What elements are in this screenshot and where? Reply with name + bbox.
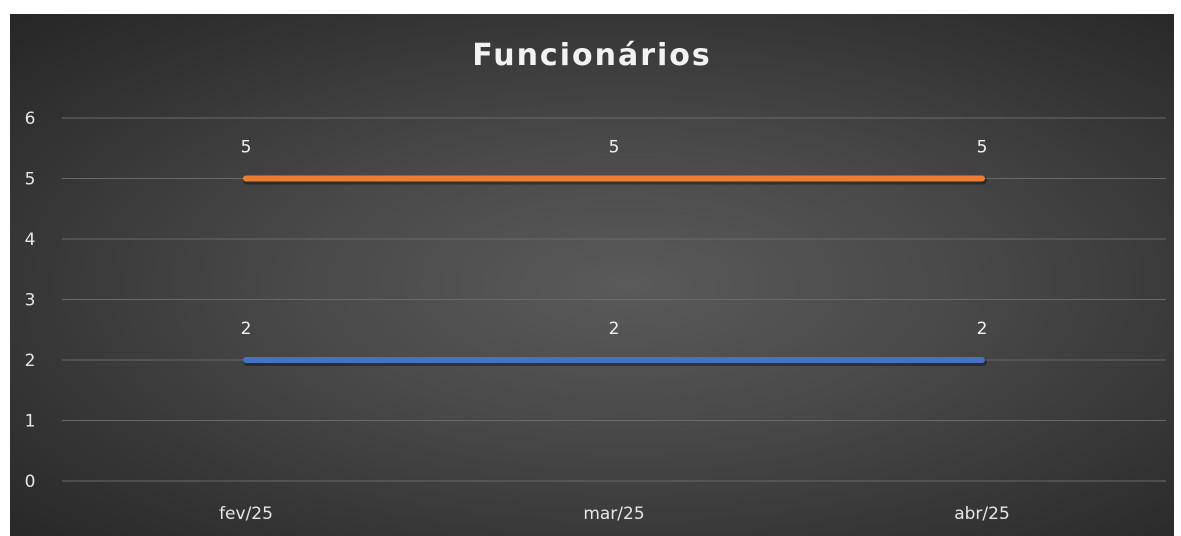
chart-title: Funcionários — [472, 38, 712, 73]
y-tick-label: 6 — [25, 109, 36, 129]
data-label: 2 — [609, 319, 620, 339]
data-label: 5 — [609, 138, 620, 158]
x-tick-label: mar/25 — [583, 504, 644, 524]
y-tick-label: 0 — [25, 472, 36, 492]
plot-area: 0 1 2 3 4 5 6 fev/25 mar/25 abr/25 5 5 5 2 2 2 — [25, 109, 1166, 524]
data-label: 5 — [241, 138, 252, 158]
data-label: 2 — [241, 319, 252, 339]
y-tick-label: 1 — [25, 412, 36, 432]
x-tick-label: abr/25 — [954, 504, 1010, 524]
y-tick-label: 5 — [25, 170, 36, 190]
data-label: 2 — [977, 319, 988, 339]
y-tick-label: 2 — [25, 351, 36, 371]
y-tick-label: 3 — [25, 291, 36, 311]
x-tick-label: fev/25 — [219, 504, 273, 524]
chart-area: Funcionários 0 1 2 3 4 5 6 fev/25 mar/25 abr/25 5 5… — [10, 14, 1174, 536]
data-label: 5 — [977, 138, 988, 158]
y-tick-label: 4 — [25, 230, 36, 250]
